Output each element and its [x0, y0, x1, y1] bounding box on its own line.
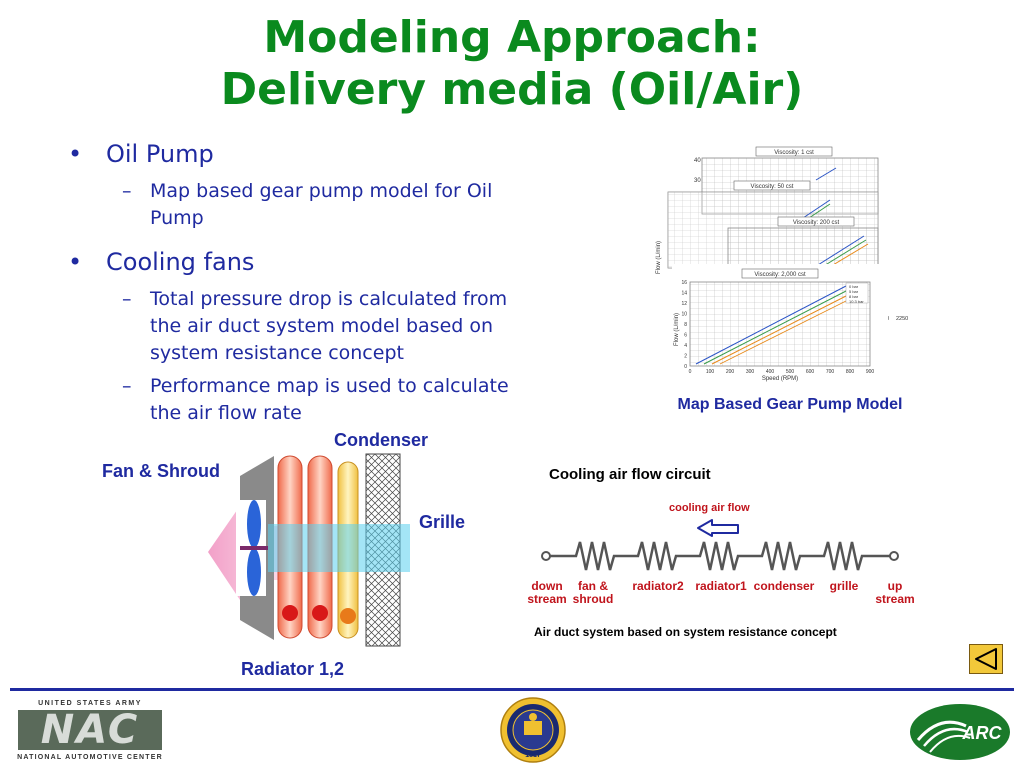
fan-blade-lower — [247, 548, 261, 596]
back-arrow-icon — [975, 648, 997, 670]
pump-chart-caption: Map Based Gear Pump Model — [677, 396, 903, 413]
panel-1-title: Viscosity: 1 cst — [774, 150, 814, 156]
gear-pump-map-charts: Viscosity: 1 cst 40 30 Viscosity: 50 cst… — [656, 146, 908, 382]
circuit-flow-label: cooling air flow — [669, 502, 750, 514]
x-tick-label: 700 — [826, 369, 835, 375]
bullet-oil-pump: Oil Pump — [106, 140, 214, 168]
y-tick-label: 14 — [681, 291, 687, 297]
sub-bullet-marker: – — [122, 180, 132, 202]
arc-wordmark: ARC — [962, 723, 1003, 743]
y-tick-label: 10 — [681, 312, 687, 318]
y-tick-label: 8 — [684, 322, 687, 328]
fan-blade-upper — [247, 500, 261, 548]
y-tick-label: 4 — [684, 343, 687, 349]
bullet-marker: • — [68, 248, 83, 276]
sub-bullet-marker: – — [122, 288, 132, 310]
y-tick-label: 2 — [684, 354, 687, 360]
circuit-resistors — [550, 541, 890, 571]
legend-item: 5 bar — [849, 289, 859, 294]
x-tick-label: 500 — [786, 369, 795, 375]
nac-wordmark: NAC — [40, 707, 140, 753]
panel-2-ylabel: Flow (L/min) — [656, 241, 662, 274]
tick-label: 30 — [694, 178, 701, 184]
circuit-label-upstream: up stream — [875, 579, 915, 606]
arc-logo: ARC — [910, 704, 1010, 760]
chart-panel-4: Viscosity: 2,000 cst 0 bar 5 bar 8 bar 1… — [672, 264, 888, 382]
back-nav-button[interactable] — [969, 644, 1003, 674]
cooling-module-diagram — [208, 453, 410, 647]
front-y-ticks: 0 2 4 6 8 10 12 14 16 — [681, 280, 687, 370]
label-radiator: Radiator 1,2 — [241, 659, 345, 679]
bullet-cooling-fans: Cooling fans — [106, 248, 255, 276]
circuit-label-radiator1: radiator1 — [695, 579, 747, 593]
air-stream-band — [268, 524, 410, 572]
footer-rule — [10, 688, 1014, 691]
circuit-node-down — [541, 551, 551, 561]
x-tick-label: 400 — [766, 369, 775, 375]
x-tick-label: 800 — [846, 369, 855, 375]
sub-bullet-performance-map: Performance map is used to calculate the… — [150, 375, 509, 424]
sub-bullet-gear-pump: Map based gear pump model for Oil Pump — [150, 180, 493, 229]
resistance-circuit — [541, 519, 899, 571]
circuit-label-condenser: condenser — [753, 579, 815, 593]
x-tick-label: 600 — [806, 369, 815, 375]
circuit-label-fan-shroud: fan & shroud — [572, 579, 614, 606]
slide-title: Modeling Approach: Delivery media (Oil/A… — [0, 12, 1024, 116]
label-condenser: Condenser — [334, 430, 429, 450]
university-seal: 1817 — [500, 697, 566, 763]
title-line-1: Modeling Approach: — [263, 12, 761, 63]
circuit-label-radiator2: radiator2 — [632, 579, 684, 593]
x-tick-label: 900 — [866, 369, 875, 375]
y-tick-label: 16 — [681, 280, 687, 286]
sub-bullet-marker: – — [122, 375, 132, 397]
label-grille: Grille — [419, 512, 466, 532]
seal-year: 1817 — [525, 752, 541, 759]
legend-item: 0 bar — [849, 284, 859, 289]
x-tick-label: 100 — [706, 369, 715, 375]
title-line-2: Delivery media (Oil/Air) — [220, 64, 804, 115]
legend-item: 8 bar — [849, 294, 859, 299]
circuit-label-downstream: down stream — [527, 579, 567, 606]
front-ylabel: Flow (L/min) — [674, 313, 680, 346]
y-tick-label: 6 — [684, 333, 687, 339]
front-x-ticks: 0 100 200 300 400 500 600 700 800 900 — [689, 369, 875, 375]
x-tick-label: 0 — [689, 369, 692, 375]
bullet-marker: • — [68, 140, 83, 168]
tick-label: 40 — [694, 158, 701, 164]
panel-2-title: Viscosity: 50 cst — [751, 184, 794, 190]
circuit-node-up — [889, 551, 899, 561]
x-tick-label: 200 — [726, 369, 735, 375]
circuit-caption: Air duct system based on system resistan… — [534, 625, 837, 639]
nac-logo: UNITED STATES ARMY NAC NATIONAL AUTOMOTI… — [10, 700, 170, 764]
tick-label: 2250 — [896, 316, 908, 322]
cooling-flow-arrow — [697, 519, 739, 537]
y-tick-label: 12 — [681, 301, 687, 307]
legend-item: 10.3 bar — [849, 299, 864, 304]
panel-4-title: Viscosity: 2,000 cst — [754, 272, 806, 278]
circuit-label-grille: grille — [829, 579, 859, 593]
sub-bullet-pressure-drop: Total pressure drop is calculated from t… — [150, 288, 508, 364]
circuit-title: Cooling air flow circuit — [549, 466, 711, 483]
x-tick-label: 300 — [746, 369, 755, 375]
panel-3-title: Viscosity: 200 cst — [793, 220, 840, 226]
y-tick-label: 0 — [684, 364, 687, 370]
label-fan-shroud: Fan & Shroud — [102, 461, 220, 481]
front-xlabel: Speed (RPM) — [762, 376, 798, 382]
